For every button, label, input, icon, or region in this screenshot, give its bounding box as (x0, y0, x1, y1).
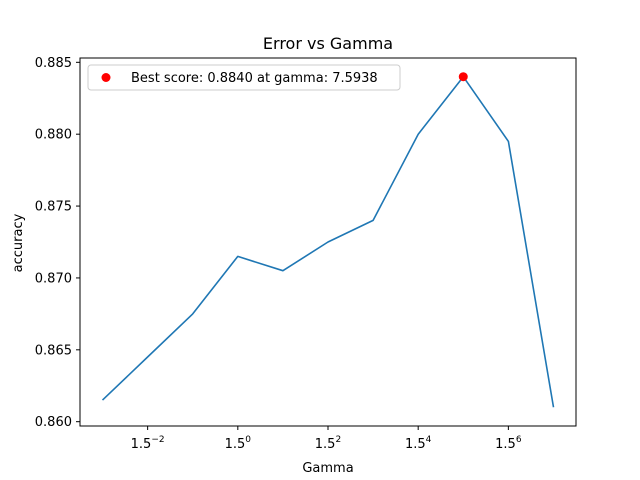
best-point-marker (458, 72, 468, 82)
legend-label: Best score: 0.8840 at gamma: 7.5938 (131, 71, 378, 86)
x-tick-label: 1.5−2 (131, 435, 165, 452)
y-tick-label: 0.870 (35, 271, 72, 286)
y-tick-label: 0.880 (35, 128, 72, 143)
x-axis-label: Gamma (302, 461, 353, 476)
series-line (101, 75, 555, 408)
legend-box (87, 64, 401, 91)
chart-title: Error vs Gamma (263, 34, 393, 53)
y-tick-label: 0.865 (35, 343, 72, 358)
x-tick-label: 1.54 (405, 435, 432, 452)
plot-area: 0.860 0.865 0.870 0.875 0.880 0.885 1.5−2 1.50 1… (35, 56, 577, 452)
legend-marker (101, 73, 111, 82)
y-axis-label: accuracy (11, 213, 26, 272)
y-tick-label: 0.885 (35, 56, 72, 71)
x-tick-label: 1.56 (495, 435, 522, 452)
x-tick-label: 1.52 (315, 435, 341, 452)
x-tick-label: 1.50 (225, 435, 252, 452)
y-tick-label: 0.875 (35, 200, 72, 215)
y-tick-label: 0.860 (35, 415, 72, 430)
